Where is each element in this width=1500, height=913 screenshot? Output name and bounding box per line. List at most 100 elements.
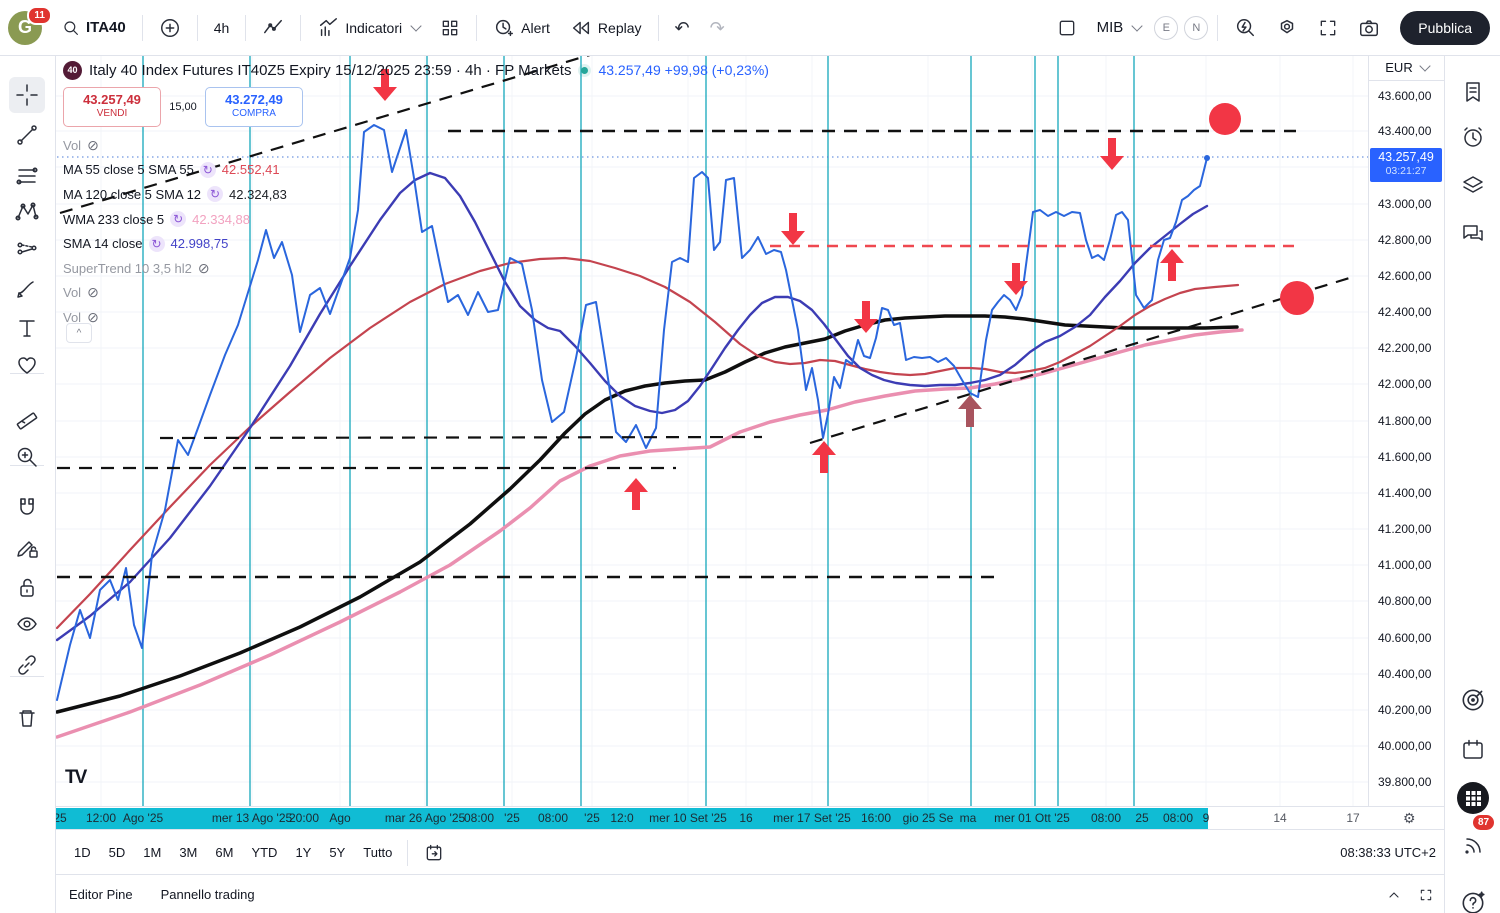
divider xyxy=(141,14,143,41)
range-button-1d[interactable]: 1D xyxy=(74,845,91,860)
range-button-1y[interactable]: 1Y xyxy=(295,845,312,860)
eye-off-icon[interactable]: ⊘ xyxy=(87,308,99,325)
chat-icon[interactable] xyxy=(1456,217,1490,251)
range-button-6m[interactable]: 6M xyxy=(215,845,234,860)
tool-ruler-icon[interactable] xyxy=(9,399,45,435)
symbol-search-button[interactable]: ITA40 xyxy=(52,9,136,47)
alert-button[interactable]: Alert xyxy=(483,9,560,47)
tool-heart-icon[interactable] xyxy=(9,347,45,383)
indicator-label: Vol xyxy=(63,309,82,325)
calendar-icon[interactable] xyxy=(1456,733,1490,767)
settings-button[interactable] xyxy=(1266,9,1308,47)
apps-grid-icon[interactable] xyxy=(1456,781,1490,815)
snapshot-button[interactable] xyxy=(1348,9,1390,47)
layout-name-button[interactable]: MIB xyxy=(1087,9,1152,47)
sell-button[interactable]: 43.257,49 VENDI xyxy=(63,87,161,127)
tool-link-icon[interactable] xyxy=(9,647,45,683)
tool-lock-icon[interactable] xyxy=(9,570,45,606)
publish-button[interactable]: Pubblica xyxy=(1400,10,1490,45)
time-tick: 16 xyxy=(739,811,753,825)
indicator-row[interactable]: MA 55 close 5 SMA 55 ↻ 42.552,41 xyxy=(63,158,769,183)
indicator-row[interactable]: Vol ⊘ xyxy=(63,133,769,158)
redo-button[interactable]: ↷ xyxy=(700,9,735,47)
currency-label: EUR xyxy=(1385,60,1413,75)
divider xyxy=(1217,14,1219,41)
date-range-toolbar: 1D 5D 1M 3M 6M YTD 1Y 5Y Tutto 08:38:33 UTC+2 xyxy=(55,829,1444,875)
layout-grid-button[interactable] xyxy=(430,9,470,47)
tool-crosshair-icon[interactable] xyxy=(9,77,45,113)
object-tree-icon[interactable] xyxy=(1456,168,1490,202)
tool-magnet-icon[interactable] xyxy=(9,490,45,526)
range-button-3m[interactable]: 3M xyxy=(179,845,198,860)
quick-search-button[interactable] xyxy=(1224,9,1266,47)
tool-hide-drawings-icon[interactable] xyxy=(9,607,45,643)
eye-off-icon[interactable]: ⊘ xyxy=(87,136,99,153)
time-tick: '25 xyxy=(584,811,600,825)
range-button-1m[interactable]: 1M xyxy=(143,845,162,860)
signal-icon[interactable] xyxy=(1456,829,1490,863)
chart-canvas[interactable] xyxy=(55,55,1368,806)
tool-fib-lines-icon[interactable] xyxy=(9,158,45,194)
tool-zoom-in-icon[interactable] xyxy=(9,439,45,475)
chart-style-button[interactable] xyxy=(252,9,294,47)
loading-sync-icon: ↻ xyxy=(207,186,224,203)
tradingview-logo[interactable]: TV xyxy=(65,767,87,788)
indicator-label: Vol xyxy=(63,285,82,301)
tool-trash-icon[interactable] xyxy=(9,700,45,736)
price-axis[interactable]: EUR 43.600,00 43.400,00 43.000,00 42.800,00… xyxy=(1368,55,1445,806)
interval-button[interactable]: 4h xyxy=(204,9,240,47)
indicator-value: 42.324,83 xyxy=(229,186,287,202)
chart-pane[interactable]: 40 Italy 40 Index Futures IT40Z5 Expiry … xyxy=(55,55,1368,806)
tool-brush-icon[interactable] xyxy=(9,270,45,306)
indicator-row[interactable]: Vol ⊘ xyxy=(63,305,769,330)
help-icon[interactable] xyxy=(1456,885,1490,913)
tab-trading-panel[interactable]: Pannello trading xyxy=(160,887,255,902)
goto-date-button[interactable] xyxy=(414,834,454,872)
tool-text-icon[interactable] xyxy=(9,310,45,346)
undo-button[interactable]: ↶ xyxy=(665,9,700,47)
layout-select-button[interactable] xyxy=(1047,9,1087,47)
screener-target-icon[interactable] xyxy=(1456,683,1490,717)
price-tick: 43.600,00 xyxy=(1378,89,1432,103)
user-avatar[interactable]: G 11 xyxy=(8,5,52,45)
tool-xabcd-pattern-icon[interactable] xyxy=(9,194,45,230)
compare-add-button[interactable] xyxy=(149,9,191,47)
badge-e[interactable]: E xyxy=(1154,15,1179,40)
tab-pine-editor[interactable]: Editor Pine xyxy=(69,887,133,902)
collapse-panel-chevron-icon[interactable] xyxy=(1386,887,1402,903)
eye-off-icon[interactable]: ⊘ xyxy=(197,259,210,276)
range-button-5y[interactable]: 5Y xyxy=(329,845,346,860)
replay-button[interactable]: Replay xyxy=(560,9,652,47)
currency-selector[interactable]: EUR xyxy=(1369,55,1445,81)
range-button-tutto[interactable]: Tutto xyxy=(363,845,393,860)
indicator-value: 42.334,88 xyxy=(192,211,250,227)
maximize-panel-icon[interactable] xyxy=(1418,887,1434,903)
symbol-title-row[interactable]: 40 Italy 40 Index Futures IT40Z5 Expiry … xyxy=(63,57,769,83)
clock-timezone[interactable]: 08:38:33 UTC+2 xyxy=(1340,845,1436,860)
range-button-ytd[interactable]: YTD xyxy=(251,845,278,860)
indicator-row[interactable]: Vol ⊘ xyxy=(63,281,769,306)
indicator-label: SuperTrend 10 3,5 hl2 xyxy=(63,260,192,276)
range-button-5d[interactable]: 5D xyxy=(108,845,126,860)
indicator-label: MA 120 close 5 SMA 12 xyxy=(63,186,202,202)
badge-n[interactable]: N xyxy=(1184,15,1209,40)
camera-icon xyxy=(1358,17,1380,39)
alerts-clock-icon[interactable] xyxy=(1456,121,1490,155)
indicator-row[interactable]: WMA 233 close 5 ↻ 42.334,88 xyxy=(63,207,769,232)
tool-draw-lock-icon[interactable] xyxy=(9,530,45,566)
axis-settings-gear-icon[interactable]: ⚙ xyxy=(1403,810,1416,826)
eye-off-icon[interactable]: ⊘ xyxy=(87,284,99,301)
loading-sync-icon: ↻ xyxy=(199,161,216,178)
notification-badge: 11 xyxy=(27,5,52,25)
watchlist-icon[interactable] xyxy=(1456,75,1490,109)
tool-projection-icon[interactable] xyxy=(9,232,45,268)
legend-collapse-button[interactable]: ^ xyxy=(66,323,92,343)
indicators-button[interactable]: Indicatori xyxy=(307,9,430,47)
indicator-row[interactable]: MA 120 close 5 SMA 12 ↻ 42.324,83 xyxy=(63,182,769,207)
tool-trend-line-icon[interactable] xyxy=(9,117,45,153)
indicator-row[interactable]: SuperTrend 10 3,5 hl2 ⊘ xyxy=(63,256,769,281)
fullscreen-button[interactable] xyxy=(1308,9,1348,47)
buy-button[interactable]: 43.272,49 COMPRA xyxy=(205,87,303,127)
indicator-row[interactable]: SMA 14 close ↻ 42.998,75 xyxy=(63,231,769,256)
